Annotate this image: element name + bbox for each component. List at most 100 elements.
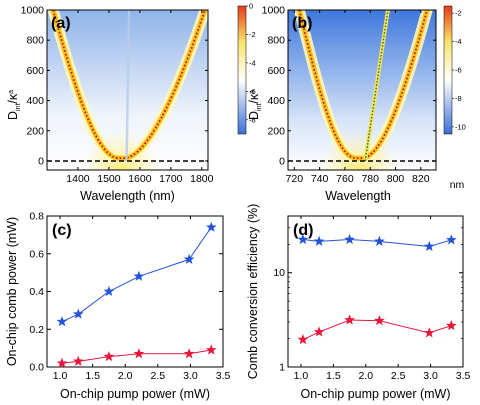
plot-frame: [46, 215, 224, 368]
plot-frame: [287, 215, 464, 368]
x-axis-label: Wavelength: [325, 189, 391, 203]
colorbar-tick-label: -2: [249, 30, 256, 39]
data-point-star: [183, 348, 195, 359]
y-tick-label: 0.8: [29, 211, 44, 223]
data-point-star: [133, 348, 145, 359]
x-tick-label: 780: [361, 173, 379, 185]
y-tick-label: 0: [279, 155, 285, 167]
data-point-star: [56, 316, 68, 327]
x-axis-unit: nm: [450, 179, 465, 191]
panel-b: 720 740 760 780 800 820 0 200 400 600 800 1000 Dint/…: [247, 5, 466, 204]
panel-label: (d): [293, 222, 313, 239]
colorbar-tick-label: -8: [455, 94, 462, 103]
x-axis-label: On-chip pump power (mW): [60, 387, 210, 401]
x-tick-label: 800: [387, 173, 405, 185]
data-point-star: [313, 235, 325, 246]
y-tick-label: 1000: [21, 5, 45, 17]
x-tick-label: 2.5: [391, 370, 406, 382]
data-point-star: [374, 315, 385, 326]
x-axis-label: On-chip pump power (mW): [300, 387, 450, 401]
y-axis-label: Dint/κa: [247, 90, 263, 120]
y-label-main: D: [247, 111, 261, 120]
y-tick-label: 10: [273, 267, 285, 279]
curve-band: [296, 10, 430, 161]
data-point-star: [183, 253, 195, 264]
y-label-rest: /κ: [6, 93, 20, 103]
panel-d: 1.0 1.5 2.0 2.5 3.0 3.5 1 10 On-chip pump power …: [246, 204, 470, 401]
y-label-rest: /κ: [247, 93, 261, 103]
data-point-star: [423, 240, 435, 251]
y-label-sub: int: [15, 104, 22, 111]
colorbar-tick-label: 0: [249, 2, 253, 11]
x-tick-label: 1700: [159, 173, 183, 185]
heatmap-layer: [288, 10, 436, 170]
x-tick-label: 1.0: [294, 370, 309, 382]
x-tick-label: 3.5: [456, 370, 471, 382]
data-point-star: [446, 319, 457, 331]
y-axis-label: Dint/κa: [6, 90, 22, 120]
dispersion-curve: [52, 10, 206, 160]
data-point-star: [344, 233, 355, 245]
y-label-sub: int: [256, 104, 263, 111]
x-tick-label: 720: [286, 173, 304, 185]
x-tick-label: 2.0: [358, 370, 373, 382]
x-tick-label: 740: [311, 173, 329, 185]
data-point-star: [56, 357, 68, 368]
y-tick-label: 400: [267, 95, 285, 107]
colorbar: [443, 5, 453, 135]
colorbar-tick-label: -4: [455, 37, 462, 46]
x-tick-label: 1.5: [326, 370, 341, 382]
y-tick-label: 200: [267, 125, 285, 137]
x-tick-label: 1400: [66, 173, 90, 185]
series-line: [61, 227, 212, 323]
x-tick-label: 2.0: [118, 370, 133, 382]
colorbar-tick-label: -2: [455, 9, 462, 18]
data-point-star: [72, 355, 84, 366]
data-point-star: [205, 221, 217, 232]
x-tick-label: 820: [412, 173, 430, 185]
x-tick-label: 1500: [97, 173, 121, 185]
y-tick-label: 1000: [262, 5, 286, 17]
data-point-star: [133, 270, 145, 281]
plot-frame: [46, 9, 209, 171]
data-point-star: [103, 351, 115, 362]
secondary-mode-line: [125, 10, 131, 161]
x-tick-label: 2.5: [151, 370, 166, 382]
x-tick-label: 3.5: [216, 370, 231, 382]
data-point-star: [205, 344, 217, 355]
panel-a: 1400 1500 1600 1700 1800 0 200 400 600 800 1000 Din…: [6, 2, 256, 204]
y-tick-label: 0.0: [29, 362, 44, 374]
x-tick-label: 1600: [128, 173, 152, 185]
colorbar-tick-label: -8: [249, 115, 256, 124]
colorbar-tick-label: -10: [455, 122, 466, 131]
plot-frame: [287, 9, 437, 171]
colorbar-tick-label: -6: [249, 87, 256, 96]
y-tick-label: 0: [38, 155, 44, 167]
colorbar-tick-label: -6: [455, 66, 462, 75]
x-tick-label: 1.0: [53, 370, 68, 382]
y-tick-label: 0.2: [29, 324, 44, 336]
data-point-star: [374, 235, 385, 246]
data-point-star: [297, 334, 309, 345]
heatmap-layer: [47, 10, 208, 170]
x-tick-label: 3.0: [183, 370, 198, 382]
secondary-mode-line: [364, 10, 389, 162]
y-label-sup: a: [249, 90, 256, 94]
panel-label: (a): [51, 15, 71, 32]
data-point-star: [313, 326, 325, 337]
y-tick-label: 0.4: [29, 286, 44, 298]
data-point-star: [297, 233, 309, 245]
panel-label: (c): [52, 222, 72, 239]
colorbar-tick-label: -4: [249, 58, 256, 67]
x-tick-label: 1.5: [85, 370, 100, 382]
y-axis-label: On-chip comb power (mW): [5, 217, 19, 366]
data-point-star: [423, 327, 435, 338]
data-point-star: [72, 308, 84, 319]
y-tick-label: 600: [267, 65, 285, 77]
x-tick-label: 3.0: [423, 370, 438, 382]
data-point-star: [446, 234, 457, 245]
y-tick-label: 200: [26, 125, 44, 137]
x-tick-label: 1800: [190, 173, 214, 185]
y-tick-label: 400: [26, 95, 44, 107]
